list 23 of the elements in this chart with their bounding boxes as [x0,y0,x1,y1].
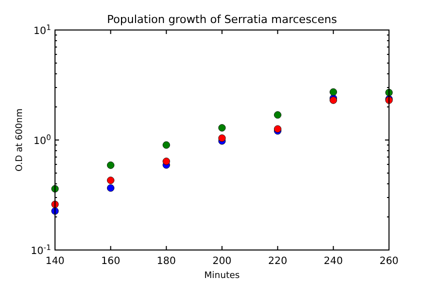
point [106,176,114,184]
point [162,158,170,166]
x-axis-title: Minutes [204,271,240,281]
x-tick-label: 220 [268,256,288,267]
x-tick-label: 200 [212,256,232,267]
point [218,124,226,132]
x-tick-label: 180 [156,256,176,267]
point [330,88,338,96]
point [330,96,338,104]
point [162,141,170,149]
y-tick-label: 10$^{0}$ [33,132,52,147]
point [218,134,226,142]
x-tick-label: 240 [324,256,343,267]
x-tick-label: 160 [101,256,120,267]
y-tick-label: 10$^{1}$ [33,22,52,37]
x-tick-label: 260 [379,256,399,267]
point [106,162,114,169]
point [274,111,282,119]
y-axis-title: O.D at 600nm [15,108,25,172]
x-tick-label: 140 [45,256,65,267]
y-tick-label: 10$^{-1}$ [30,242,52,257]
point [106,184,114,192]
chart-title: Population growth of Serratia marcescens [107,13,338,26]
